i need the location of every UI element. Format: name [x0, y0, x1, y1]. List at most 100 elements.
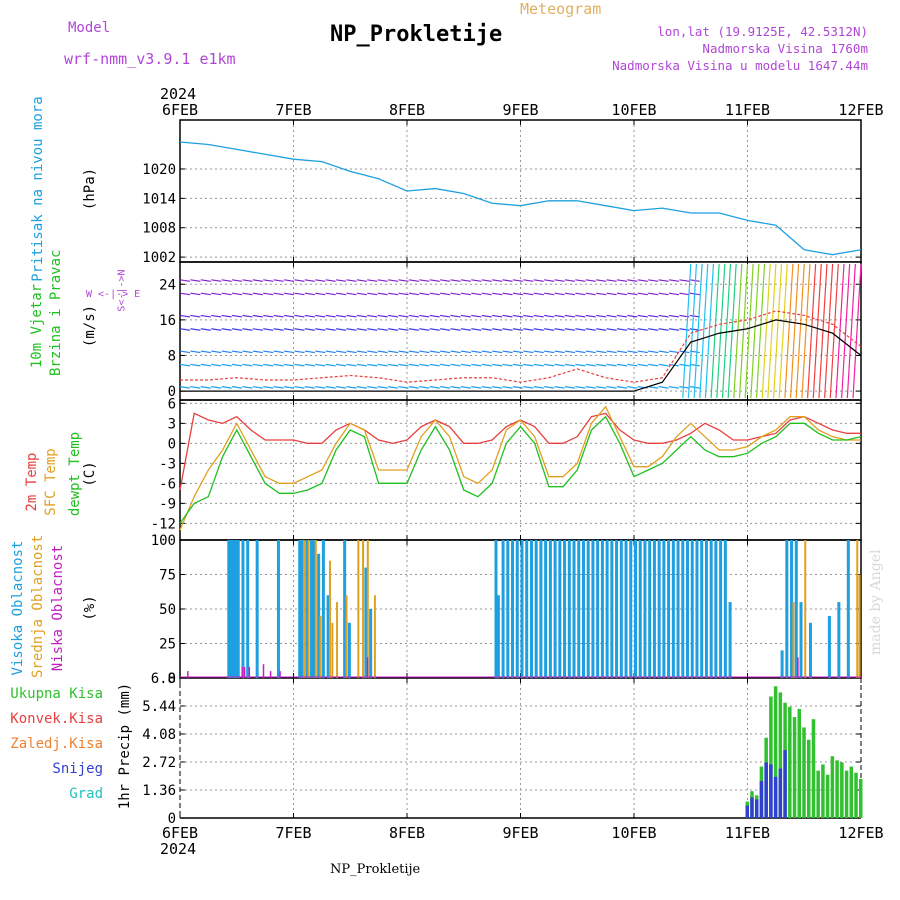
wind-barb — [627, 363, 638, 367]
wind-barb — [398, 292, 409, 296]
wind-barb — [335, 386, 347, 389]
cloud-bar — [529, 540, 533, 678]
wind-barb — [377, 279, 388, 282]
precip-bar — [769, 764, 773, 818]
wind-barb — [744, 263, 754, 399]
wind-barb — [512, 314, 524, 318]
cloud-bar — [704, 540, 708, 678]
wind-barb — [679, 328, 690, 331]
precip-bar — [811, 719, 816, 818]
wind-barb — [231, 350, 243, 354]
cloud-bar — [248, 666, 251, 678]
wind-barb — [544, 386, 555, 389]
wind-barb — [533, 314, 544, 318]
cloud-bar — [790, 540, 794, 678]
wind-barb — [585, 328, 596, 331]
wind-barb — [190, 292, 201, 296]
wind-barb — [564, 314, 576, 318]
wind-barb — [533, 292, 544, 296]
cloud-bar — [241, 666, 243, 678]
cloud-bar — [846, 540, 850, 678]
wind-barb — [315, 386, 326, 389]
wind-barb — [606, 386, 617, 389]
wind-barb — [440, 292, 451, 296]
wind-barb — [596, 386, 607, 389]
wind-barb — [211, 314, 222, 318]
wind-speed-line — [180, 319, 862, 392]
cloud-bar — [634, 540, 637, 678]
cloud-bar — [553, 540, 557, 678]
wind-barb — [440, 328, 451, 331]
wind-barb — [315, 328, 326, 331]
wind-barb — [606, 328, 617, 331]
wind-barb — [346, 363, 357, 367]
wind-barb — [315, 363, 326, 367]
wind-barb — [471, 363, 482, 367]
wind-barb — [398, 350, 409, 354]
wind-barb — [481, 279, 492, 282]
precip-bar — [750, 797, 754, 818]
wind-barb — [460, 328, 472, 331]
wind-barb — [637, 292, 648, 296]
x-tick-label-bottom: 11FEB — [725, 824, 770, 842]
precip-bar — [844, 770, 849, 818]
wind-barb — [689, 279, 700, 282]
wind-barb — [710, 263, 720, 399]
cloud-bar — [723, 540, 727, 678]
wind-barb — [481, 350, 492, 354]
wind-barb — [252, 292, 263, 296]
wind-barb — [263, 279, 274, 282]
y-tick-label: 75 — [159, 568, 176, 584]
wind-barb — [408, 386, 419, 389]
y-tick-label: 16 — [159, 313, 176, 329]
wind-barb — [242, 279, 253, 282]
wind-barb — [450, 314, 461, 318]
panel-pressure — [179, 119, 862, 263]
wind-barb — [585, 292, 596, 296]
wind-barb — [304, 363, 315, 367]
cloud-bar — [797, 657, 799, 678]
wind-barb — [335, 363, 347, 367]
wind-barb — [481, 328, 492, 331]
wind-barb — [304, 279, 315, 282]
wind-barb — [315, 279, 326, 282]
wind-barb — [356, 314, 367, 318]
wind-barb — [211, 328, 222, 331]
wind-barb — [377, 292, 388, 296]
wind-barb — [315, 350, 326, 354]
precip-bar — [754, 799, 759, 818]
wind-barb — [564, 386, 576, 389]
wind-barb — [377, 386, 388, 389]
wind-barb — [471, 279, 482, 282]
wind-barb — [704, 263, 715, 399]
cloud-bar — [300, 540, 304, 678]
wind-barb — [575, 328, 586, 331]
wind-barb — [668, 328, 680, 331]
wind-barb — [325, 314, 336, 318]
wind-barb — [471, 314, 482, 318]
wind-barb — [596, 314, 607, 318]
x-tick-label-top: 11FEB — [725, 101, 770, 119]
wind-barb — [263, 328, 274, 331]
lonlat-label: lon,lat (19.9125E, 42.5312N) — [657, 24, 868, 39]
wind-barb — [221, 292, 232, 296]
wind-barb — [658, 328, 669, 331]
wind-barb — [575, 292, 586, 296]
precip-bar — [764, 762, 768, 818]
wind-barb — [346, 350, 357, 354]
wind-barb — [440, 350, 451, 354]
y-tick-label: 1002 — [142, 250, 176, 266]
wind-barb — [429, 279, 440, 282]
wind-barb — [200, 328, 211, 331]
wind-barb — [502, 350, 513, 354]
wind-barb — [367, 386, 378, 389]
wind-barb — [304, 292, 315, 296]
cloud-bar — [279, 671, 281, 678]
wind-compass-we: W <-|-> E — [86, 289, 141, 300]
wind-barb — [356, 386, 367, 389]
wind-barb — [564, 292, 576, 296]
wind-barb — [523, 314, 534, 318]
wind-barb — [398, 328, 409, 331]
wind-barb — [616, 386, 628, 389]
wind-barb — [512, 386, 524, 389]
